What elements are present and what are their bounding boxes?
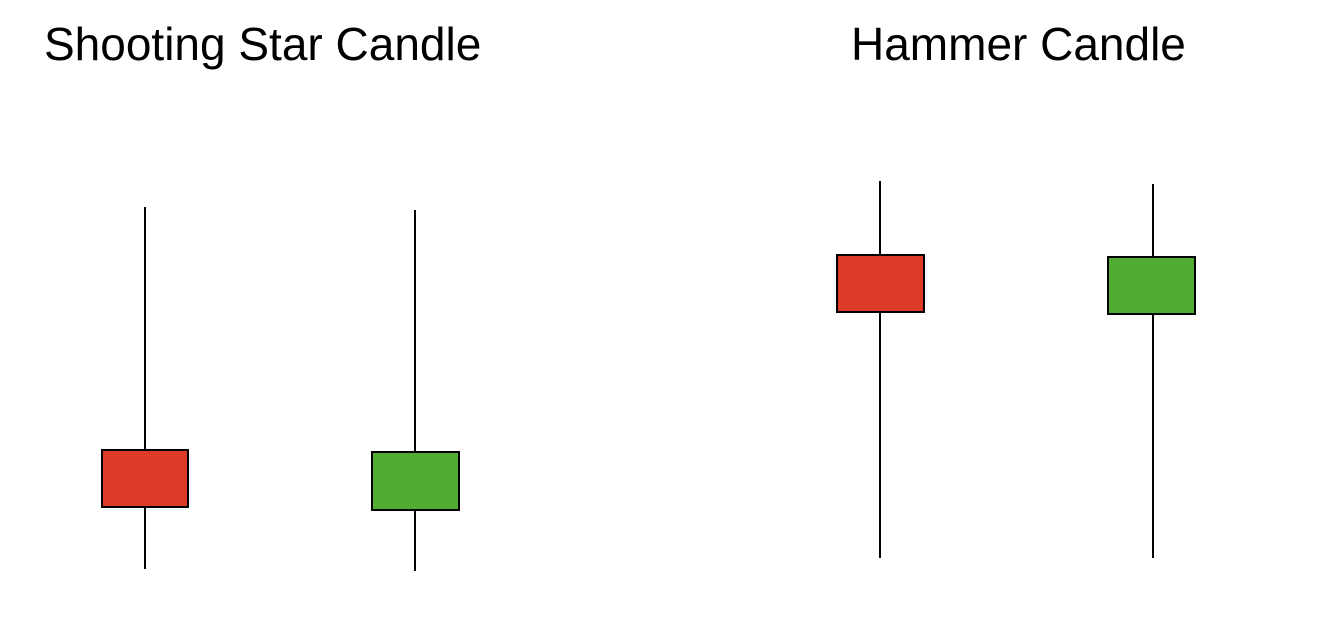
- upper-wick: [414, 210, 416, 452]
- upper-wick: [1152, 184, 1154, 258]
- shooting-star-title: Shooting Star Candle: [44, 18, 482, 70]
- candle-body-bearish: [101, 449, 189, 508]
- upper-wick: [144, 207, 146, 450]
- hammer-title: Hammer Candle: [851, 18, 1186, 70]
- lower-wick: [879, 312, 881, 558]
- lower-wick: [144, 508, 146, 569]
- candle-body-bullish: [371, 451, 460, 511]
- upper-wick: [879, 181, 881, 256]
- candle-body-bullish: [1107, 256, 1196, 315]
- candle-body-bearish: [836, 254, 925, 313]
- lower-wick: [414, 510, 416, 571]
- lower-wick: [1152, 314, 1154, 558]
